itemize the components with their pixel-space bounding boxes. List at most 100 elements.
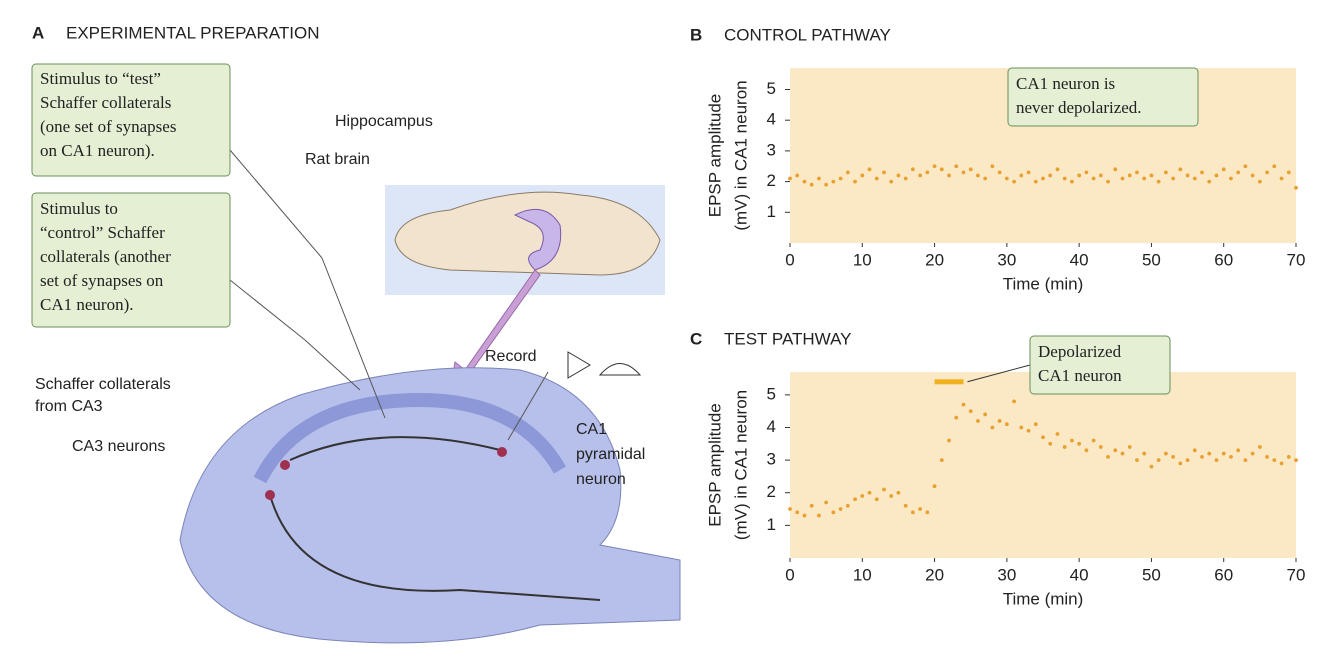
data-point bbox=[1048, 173, 1053, 178]
data-point bbox=[889, 494, 894, 498]
data-point bbox=[882, 487, 886, 492]
callout-text: Schaffer collaterals bbox=[40, 93, 171, 112]
panel-letter: C bbox=[690, 329, 702, 348]
panel-title: EXPERIMENTAL PREPARATION bbox=[66, 23, 319, 42]
data-point bbox=[1178, 167, 1183, 172]
x-tick-label: 20 bbox=[925, 250, 944, 269]
label: neuron bbox=[576, 471, 626, 488]
data-point bbox=[1236, 170, 1241, 175]
data-point bbox=[1272, 164, 1277, 169]
data-point bbox=[1004, 422, 1009, 427]
y-axis-label: (mV) in CA1 neuron bbox=[731, 80, 750, 230]
callout-box bbox=[31, 192, 231, 328]
data-point bbox=[788, 507, 792, 511]
chart-title: TEST PATHWAY bbox=[724, 329, 852, 348]
rat-brain bbox=[394, 191, 661, 276]
data-point bbox=[932, 164, 937, 169]
data-point bbox=[1048, 441, 1053, 446]
data-point bbox=[853, 497, 857, 502]
data-point bbox=[939, 458, 944, 463]
axon bbox=[269, 494, 601, 601]
data-point bbox=[1214, 458, 1219, 463]
data-point bbox=[961, 170, 966, 175]
data-point bbox=[997, 419, 1002, 423]
callout-text: Stimulus to “test” bbox=[40, 69, 161, 88]
data-point bbox=[896, 173, 901, 178]
data-point bbox=[1026, 428, 1031, 433]
electrode bbox=[507, 371, 549, 441]
data-point bbox=[954, 415, 959, 420]
data-point bbox=[1135, 170, 1139, 175]
data-point bbox=[1142, 176, 1147, 181]
data-point bbox=[983, 412, 988, 417]
data-point bbox=[860, 494, 865, 498]
y-tick-label: 1 bbox=[767, 202, 776, 221]
x-tick-label: 60 bbox=[1214, 250, 1233, 269]
x-axis-label: Time (min) bbox=[1003, 274, 1084, 293]
data-point bbox=[925, 510, 930, 515]
x-tick-label: 50 bbox=[1142, 565, 1161, 584]
leader bbox=[229, 279, 306, 341]
data-point bbox=[976, 173, 980, 178]
data-point bbox=[1033, 422, 1038, 427]
data-point bbox=[1149, 464, 1154, 469]
data-point bbox=[903, 176, 908, 181]
x-tick-label: 40 bbox=[1070, 565, 1089, 584]
data-point bbox=[968, 167, 973, 172]
data-point bbox=[1286, 454, 1291, 459]
data-point bbox=[1077, 173, 1082, 178]
data-point bbox=[918, 507, 923, 511]
data-point bbox=[795, 510, 800, 515]
data-point bbox=[1221, 451, 1226, 456]
x-tick-label: 0 bbox=[785, 565, 794, 584]
data-point bbox=[1004, 176, 1009, 181]
data-point bbox=[1062, 176, 1067, 181]
ca3-neuron bbox=[280, 460, 290, 470]
electrode bbox=[304, 339, 361, 391]
y-tick-label: 2 bbox=[767, 171, 776, 190]
data-point bbox=[1286, 170, 1291, 175]
callout-text: on CA1 neuron). bbox=[40, 141, 155, 160]
data-point bbox=[1019, 425, 1024, 430]
data-point bbox=[1113, 448, 1118, 453]
y-axis-label: EPSP amplitude bbox=[705, 403, 724, 526]
data-point bbox=[1163, 451, 1168, 456]
hippocampal-slice bbox=[179, 367, 681, 644]
data-point bbox=[1265, 170, 1269, 175]
data-point bbox=[1265, 454, 1269, 459]
data-point bbox=[925, 170, 930, 175]
plot-area bbox=[790, 372, 1296, 558]
data-point bbox=[1229, 454, 1233, 459]
data-point bbox=[802, 513, 807, 518]
data-point bbox=[932, 484, 937, 489]
data-point bbox=[860, 173, 865, 178]
data-point bbox=[1257, 179, 1262, 184]
data-point bbox=[1091, 438, 1096, 443]
annotation-box bbox=[1029, 335, 1171, 395]
data-point bbox=[1214, 173, 1219, 178]
y-tick-label: 3 bbox=[767, 140, 776, 159]
callout-text: “control” Schaffer bbox=[40, 223, 165, 242]
data-point bbox=[1012, 399, 1016, 404]
data-point bbox=[1149, 173, 1154, 178]
y-axis-label: (mV) in CA1 neuron bbox=[731, 390, 750, 540]
data-point bbox=[1243, 164, 1248, 169]
data-point bbox=[947, 438, 951, 443]
data-point bbox=[939, 167, 944, 172]
chart-title: CONTROL PATHWAY bbox=[724, 25, 891, 44]
data-point bbox=[845, 170, 850, 175]
data-point bbox=[817, 176, 821, 181]
data-point bbox=[1163, 170, 1168, 175]
data-point bbox=[1185, 458, 1190, 463]
data-point bbox=[1294, 185, 1298, 190]
data-point bbox=[838, 176, 843, 181]
data-point bbox=[1106, 454, 1110, 459]
data-point bbox=[882, 170, 886, 175]
ca3-neuron bbox=[265, 490, 275, 500]
data-point bbox=[853, 179, 857, 184]
x-tick-label: 70 bbox=[1287, 250, 1306, 269]
data-point bbox=[889, 179, 894, 184]
data-point bbox=[1236, 448, 1241, 453]
data-point bbox=[1294, 458, 1298, 463]
